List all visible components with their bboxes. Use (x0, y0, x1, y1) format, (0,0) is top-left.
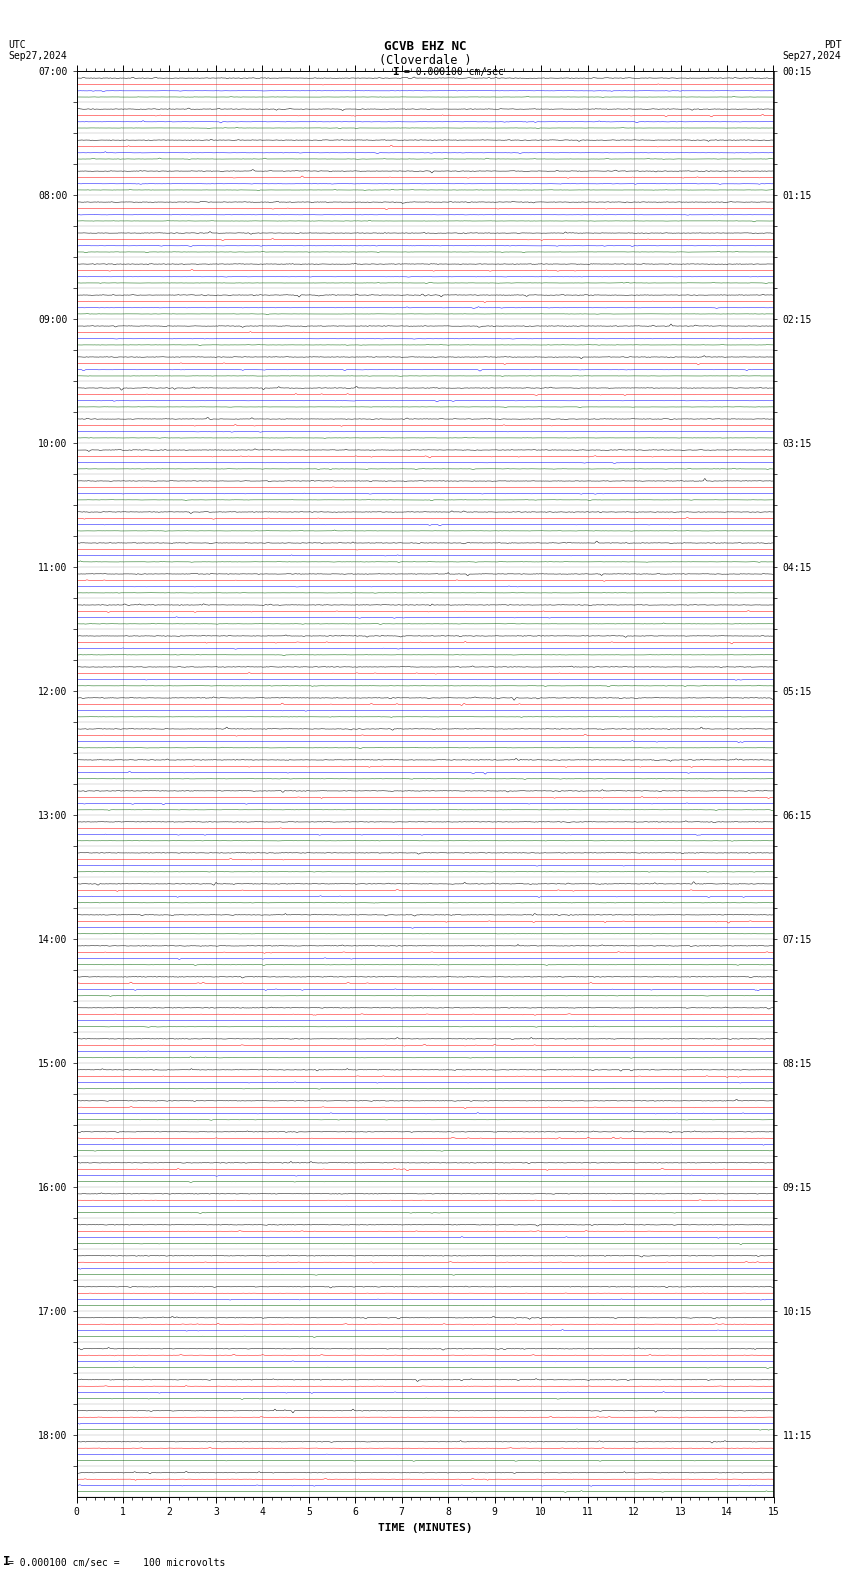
Text: = 0.000100 cm/sec =    100 microvolts: = 0.000100 cm/sec = 100 microvolts (8, 1559, 226, 1568)
Text: PDT: PDT (824, 40, 842, 51)
Text: I: I (392, 67, 399, 76)
X-axis label: TIME (MINUTES): TIME (MINUTES) (377, 1522, 473, 1533)
Text: = 0.000100 cm/sec: = 0.000100 cm/sec (404, 67, 503, 78)
Text: Sep27,2024: Sep27,2024 (783, 51, 842, 60)
Text: (Cloverdale ): (Cloverdale ) (379, 54, 471, 67)
Text: GCVB EHZ NC: GCVB EHZ NC (383, 40, 467, 54)
Text: Sep27,2024: Sep27,2024 (8, 51, 67, 60)
Text: UTC: UTC (8, 40, 26, 51)
Text: I: I (3, 1555, 10, 1568)
